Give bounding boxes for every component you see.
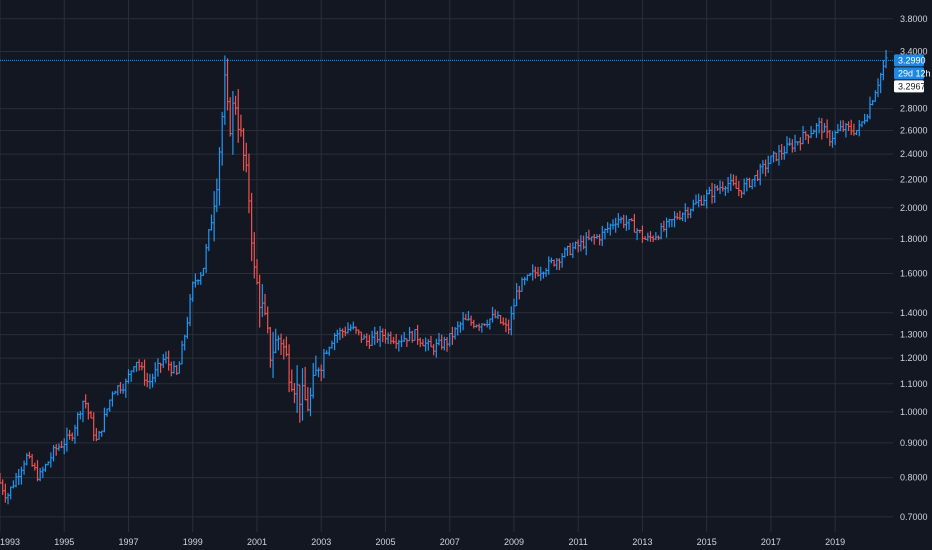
y-tick-label: 0.8000	[900, 473, 928, 483]
y-tick-label: 2.0000	[900, 203, 928, 213]
y-tick-label: 3.8000	[900, 14, 928, 24]
y-tick-label: 2.8000	[900, 104, 928, 114]
close-price-label: 3.2967	[898, 81, 926, 91]
x-tick-label: 2011	[569, 537, 588, 547]
x-tick-label: 1999	[183, 537, 203, 547]
y-tick-label: 1.8000	[900, 234, 928, 244]
countdown-label: 29d 12h	[898, 68, 931, 78]
x-tick-label: 2017	[761, 537, 781, 547]
y-tick-label: 1.6000	[900, 268, 928, 278]
x-tick-label: 2005	[375, 537, 395, 547]
y-tick-label: 1.1000	[900, 379, 928, 389]
y-tick-label: 2.4000	[900, 149, 928, 159]
x-tick-label: 2015	[697, 537, 717, 547]
x-axis: 1993 1995 1997 1999 2001 2003 2005 2007 2009 2011…	[0, 537, 845, 547]
ohlc-bar	[884, 49, 888, 69]
x-tick-label: 1993	[0, 537, 20, 547]
y-tick-label: 1.4000	[900, 308, 928, 318]
y-tick-label: 2.2000	[900, 175, 928, 185]
y-axis: 0.7000 0.8000 0.9000 1.0000 1.1000 1.2000 1.30…	[900, 14, 928, 522]
current-price-badge: 3.2990	[894, 54, 926, 67]
y-tick-label: 2.6000	[900, 126, 928, 136]
x-tick-label: 2019	[825, 537, 845, 547]
countdown-badge: 29d 12h	[894, 67, 931, 80]
y-tick-label: 0.7000	[900, 512, 928, 522]
x-tick-label: 1997	[118, 537, 138, 547]
y-tick-label: 0.9000	[900, 438, 928, 448]
y-tick-label: 1.3000	[900, 330, 928, 340]
x-tick-label: 2001	[247, 537, 267, 547]
current-price-badge-bg	[894, 54, 924, 67]
grid	[0, 0, 893, 532]
x-tick-label: 2007	[440, 537, 460, 547]
close-price-badge: 3.2967	[894, 80, 926, 93]
x-tick-label: 2013	[632, 537, 652, 547]
close-price-badge-bg	[894, 80, 924, 93]
countdown-badge-bg	[894, 67, 924, 80]
current-price-label: 3.2990	[898, 55, 926, 65]
x-tick-label: 2003	[311, 537, 331, 547]
y-tick-label: 1.2000	[900, 353, 928, 363]
x-tick-label: 2009	[504, 537, 524, 547]
y-tick-label: 1.0000	[900, 407, 928, 417]
x-tick-label: 1995	[54, 537, 74, 547]
y-tick-label: 3.4000	[900, 47, 928, 57]
ohlc-bars	[0, 49, 888, 505]
